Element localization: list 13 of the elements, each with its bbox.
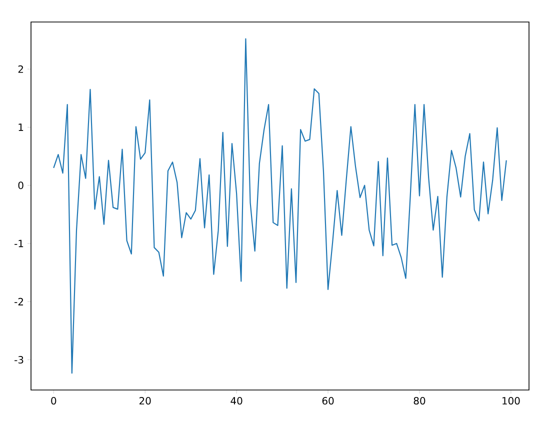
y-tick-label: -2 <box>14 298 23 306</box>
y-tick-label: -1 <box>14 240 24 248</box>
line-series <box>53 38 507 374</box>
x-tick-label: 0 <box>51 397 56 405</box>
y-tick-label: 0 <box>18 182 24 190</box>
x-tick-label: 40 <box>230 397 242 405</box>
y-tick-label: 2 <box>18 65 23 73</box>
y-tick-label: 1 <box>18 124 24 131</box>
x-tick-label: 60 <box>322 397 334 405</box>
x-tick-label: 100 <box>502 397 520 405</box>
y-tick-label: -3 <box>14 356 24 364</box>
x-tick-label: 80 <box>414 397 426 405</box>
x-tick-label: 20 <box>139 397 151 405</box>
